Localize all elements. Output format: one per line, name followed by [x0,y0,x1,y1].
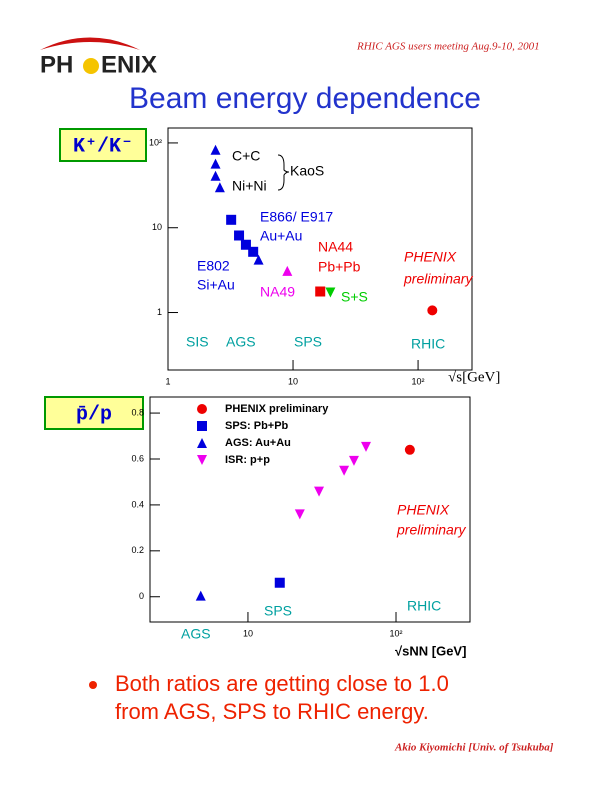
annotation: PHENIX [397,502,450,518]
bullet-dot [89,681,97,689]
y-tick-label: 0.2 [131,545,144,555]
annotation: Si+Au [197,277,235,293]
x-axis-label: √sNN [GeV] [395,643,466,658]
ylabel-box [59,128,147,162]
point [253,254,264,265]
y-tick-label: 0.6 [131,453,144,463]
annotation: Pb+Pb [318,259,361,275]
y-tick-label: 0.8 [131,407,144,417]
series-label: PHENIX [404,249,457,265]
annotation: preliminary [396,522,466,538]
legend-label: SPS: Pb+Pb [225,420,289,432]
plot-frame [149,396,471,623]
point [210,170,221,181]
annotation: SPS [264,603,292,619]
x-tick-label: 10 [288,376,298,386]
plot-frame [167,127,473,371]
legend-marker [197,438,207,448]
point [210,144,221,155]
bullet-text: from AGS, SPS to RHIC energy. [115,699,429,724]
point [315,286,326,297]
series-label: E802 [197,258,230,274]
x-axis-label: √s[GeV] [448,369,500,385]
point [226,214,237,225]
annotation: AGS [226,334,256,350]
y-tick-label: 0.4 [131,499,144,509]
x-tick-label: 10² [412,376,425,386]
y-tick-label: 10² [149,137,162,147]
logo-text: ENIX [101,51,157,78]
point [274,577,285,588]
brace [277,154,290,191]
x-tick-label: 10 [243,628,253,638]
point [294,509,305,520]
annotation: preliminary [403,271,473,287]
series-label: NA49 [260,284,295,300]
header: RHIC AGS users meeting Aug.9-10, 2001 [356,41,540,53]
point [214,182,225,193]
series-label: S+S [341,289,368,305]
annotation: AGS [181,626,211,642]
annotation: Au+Au [260,228,302,244]
legend-marker [197,404,207,414]
series-label: E866/ E917 [260,209,333,225]
logo-star [83,58,99,74]
point [348,455,359,466]
footer: Akio Kiyomichi [Univ. of Tsukuba] [394,742,554,754]
point [339,465,350,476]
point [195,590,206,601]
series-label: KaoS [290,163,324,179]
point [210,158,221,169]
point [282,265,293,276]
y-axis-label: p̄/p [76,403,112,426]
point [325,287,336,298]
series-label: NA44 [318,239,353,255]
y-tick-label: 0 [139,591,144,601]
logo-wings [40,37,140,50]
title: Beam energy dependence [129,82,481,115]
legend-marker [197,421,207,431]
ylabel-box [44,396,144,430]
annotation: C+C [232,148,260,164]
point [240,239,251,250]
annotation: RHIC [411,336,445,352]
y-tick-label: 1 [157,307,162,317]
annotation: RHIC [407,598,441,614]
point [404,444,415,455]
point [314,486,325,497]
x-tick-label: 10² [390,628,403,638]
annotation: SIS [186,334,209,350]
point [427,305,438,316]
annotation: Ni+Ni [232,178,267,194]
point [360,441,371,452]
bullet-text: Both ratios are getting close to 1.0 [115,671,449,696]
y-tick-label: 10 [152,222,162,232]
annotation: SPS [294,334,322,350]
logo-text: PH [40,51,73,78]
point [248,246,259,257]
legend-marker [197,455,207,465]
point [234,230,245,241]
x-tick-label: 1 [165,376,170,386]
y-axis-label: K⁺/K⁻ [73,135,133,158]
legend-label: ISR: p+p [225,454,270,466]
legend-label: PHENIX preliminary [225,403,329,415]
legend-label: AGS: Au+Au [225,437,291,449]
